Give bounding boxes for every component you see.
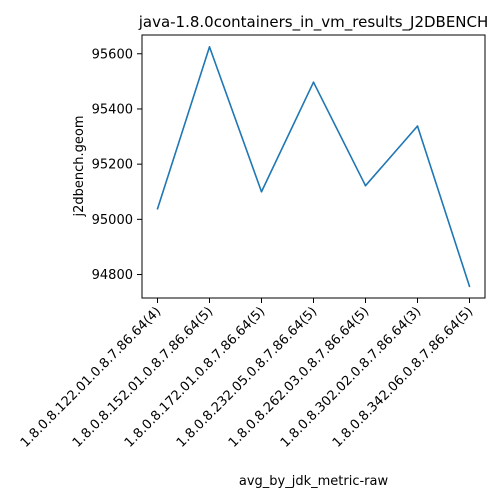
y-tick-label: 95400: [92, 102, 133, 117]
y-tick-label: 95200: [92, 158, 133, 173]
data-point: [312, 81, 315, 83]
data-point: [156, 208, 159, 210]
chart-title: java-1.8.0containers_in_vm_results_J2DBE…: [138, 13, 489, 32]
x-axis-label: avg_by_jdk_metric-raw: [239, 474, 389, 489]
data-point: [364, 184, 367, 187]
y-axis-label: j2dbench.geom: [72, 115, 87, 217]
y-axis: 94800 95000 95200 95400 95600: [92, 47, 142, 283]
data-point: [208, 46, 211, 48]
y-tick-label: 95600: [92, 47, 133, 62]
data-point: [260, 190, 263, 193]
data-point: [468, 285, 471, 288]
data-point: [416, 125, 419, 127]
data-points: [156, 46, 471, 288]
x-axis: 1.8.0.8.122.01.0.8.7.86.64(4)1.8.0.8.152…: [18, 298, 476, 451]
plot-area: [141, 34, 486, 299]
y-tick-label: 94800: [92, 268, 133, 283]
y-tick-label: 95000: [92, 213, 133, 228]
